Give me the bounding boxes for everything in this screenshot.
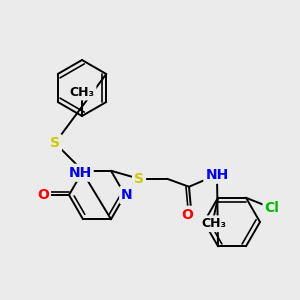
Text: CH₃: CH₃: [202, 217, 226, 230]
Text: NH: NH: [68, 166, 92, 180]
Text: NH: NH: [206, 168, 229, 182]
Text: O: O: [37, 188, 49, 202]
Text: O: O: [181, 208, 193, 222]
Text: N: N: [121, 188, 133, 202]
Text: Cl: Cl: [265, 201, 279, 215]
Text: S: S: [134, 172, 144, 186]
Text: CH₃: CH₃: [70, 85, 94, 98]
Text: S: S: [50, 136, 60, 150]
